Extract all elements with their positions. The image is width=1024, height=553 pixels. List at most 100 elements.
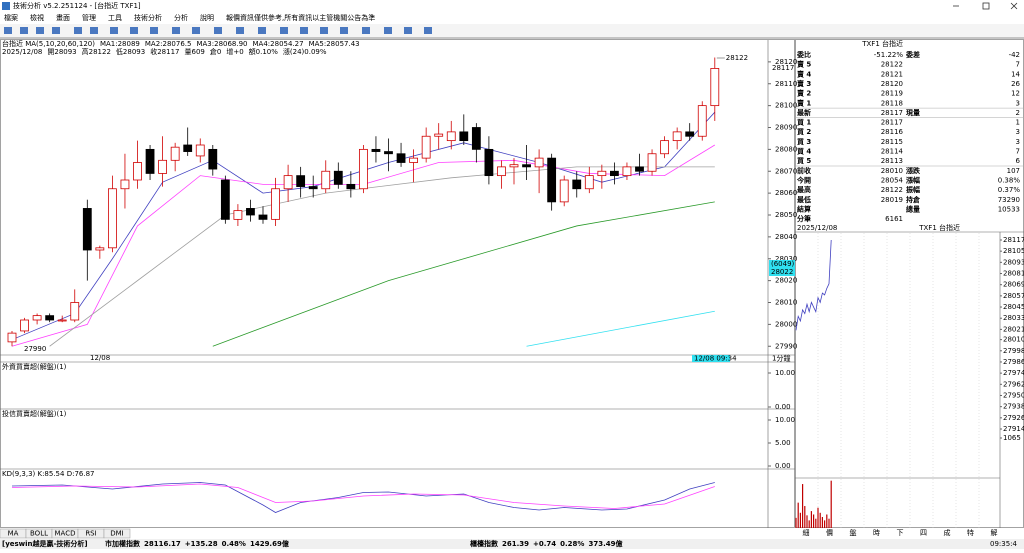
header-item: 增+0 <box>226 47 243 56</box>
header-item: 台指近 MA(5,10,20,60,120) <box>2 39 95 48</box>
y-tick-label: 28120 <box>775 58 797 66</box>
quote-value: 3 <box>1016 99 1020 107</box>
candle-body <box>7 332 17 343</box>
quote-value: 28114 <box>881 148 904 156</box>
candle-body <box>384 151 393 155</box>
y-tick-label: 10.00 <box>775 416 795 424</box>
detail-tab: 價 <box>826 528 833 537</box>
detail-tab: 細 <box>803 528 810 537</box>
candle-body <box>258 214 268 220</box>
candle-body <box>396 153 406 163</box>
candle-body <box>108 188 117 249</box>
y-tick-label: 5.00 <box>775 439 791 447</box>
candle-body <box>522 164 531 168</box>
candle-body <box>534 157 544 168</box>
mini-y-label: 27986 <box>1003 358 1024 366</box>
quote-label: 最低 <box>797 195 811 204</box>
candle-body <box>421 135 431 159</box>
mini-y-label: 28010 <box>1003 336 1024 344</box>
y-tick-label: 28010 <box>775 299 797 307</box>
quote-label: 賣 2 <box>796 89 811 98</box>
quote-label: 振幅 <box>906 185 920 194</box>
quote-label: 委差 <box>905 50 920 59</box>
y-tick-label: 28100 <box>775 102 797 110</box>
quote-value: 28115 <box>881 138 903 146</box>
y-tick-label: 28030 <box>775 255 797 263</box>
candle-body <box>572 179 582 190</box>
quote-value: 28010 <box>881 167 903 175</box>
candle-body <box>32 315 42 321</box>
candle-body <box>271 188 280 220</box>
y-tick-label: 28000 <box>775 320 797 328</box>
candle-body <box>547 157 557 203</box>
period: 1分鐘 <box>772 354 790 363</box>
header-item: 高28122 <box>82 47 111 56</box>
toolbar-icons[interactable] <box>4 27 432 34</box>
y-tick-label: 28050 <box>775 211 797 219</box>
candle-body <box>208 148 218 170</box>
header-item: 低28093 <box>116 47 145 56</box>
quote-value: 28113 <box>881 157 903 165</box>
volume-bar <box>828 518 830 528</box>
quote-value: -42 <box>1009 51 1020 59</box>
window-controls[interactable] <box>953 2 1018 10</box>
tab-label: MACD <box>55 530 76 538</box>
kd-title: KD(9,3,3) K:85.54 D:76.87 <box>2 470 94 478</box>
panel-title: 投信買賣超(解盤)(1) <box>2 409 67 418</box>
mini-y-label: 27938 <box>1003 403 1024 411</box>
candle-body <box>358 148 368 190</box>
candle-body <box>509 164 519 168</box>
candle-body <box>333 170 343 185</box>
volume-bar <box>826 514 828 528</box>
mini-y-label: 27914 <box>1003 425 1024 433</box>
candle-body <box>183 144 193 152</box>
candle-body <box>346 183 356 190</box>
y-tick-label: 0.00 <box>775 403 791 411</box>
candle-body <box>195 144 205 157</box>
mini-y-label: 28081 <box>1003 270 1024 278</box>
volume-bar <box>824 520 826 528</box>
header-item: MA3:28068.90 <box>196 40 247 48</box>
header-item: MA2:28076.5 <box>145 40 192 48</box>
candle-body <box>170 146 180 161</box>
candle-body <box>145 148 155 174</box>
detail-tab: 特 <box>967 528 974 537</box>
quote-value: 3 <box>1016 138 1020 146</box>
volume-bar <box>830 480 832 528</box>
tab[interactable] <box>103 528 131 539</box>
high-label: 28122 <box>726 54 748 62</box>
kd-line <box>11 483 715 509</box>
menu-item: 分析 <box>174 13 188 22</box>
quote-value: 12 <box>1011 90 1020 98</box>
tab-label: BOLL <box>30 530 48 538</box>
quote-label: 賣 1 <box>796 98 811 107</box>
menu-item: 說明 <box>200 13 214 22</box>
quote-label: 持倉 <box>906 195 921 204</box>
quote-label: 最高 <box>797 185 811 194</box>
quote-value: 7 <box>1016 148 1020 156</box>
candle-body <box>57 319 67 322</box>
status-app: [yeswin越是贏-技術分析] <box>2 539 88 548</box>
candle-body <box>434 133 444 137</box>
quote-value: 10533 <box>998 205 1020 213</box>
volume-bar <box>817 507 819 528</box>
mini-y-label: 27926 <box>1003 414 1024 422</box>
ma-line <box>212 201 715 347</box>
quote-label: 委比 <box>796 50 811 59</box>
mini-y-label: 28021 <box>1003 325 1024 333</box>
menu-item: 工具 <box>108 14 122 22</box>
quote-value: 28122 <box>881 61 903 69</box>
y-tick-label: 27990 <box>775 342 797 350</box>
quote-value: 28117 <box>881 119 903 127</box>
candle-body <box>597 170 607 177</box>
header-item: MA5:28057.43 <box>309 40 360 48</box>
last-price: 28117 <box>772 64 794 72</box>
y-tick-label: 0.00 <box>775 462 791 470</box>
quote-value: 28118 <box>881 99 903 107</box>
header-item: 收28117 <box>150 47 179 56</box>
quote-value: 28120 <box>881 80 903 88</box>
candle-body <box>120 179 130 190</box>
menu-item: 檢視 <box>30 13 44 22</box>
mini-y-label: 28093 <box>1003 258 1024 266</box>
y-tick-label: 28090 <box>775 124 797 132</box>
